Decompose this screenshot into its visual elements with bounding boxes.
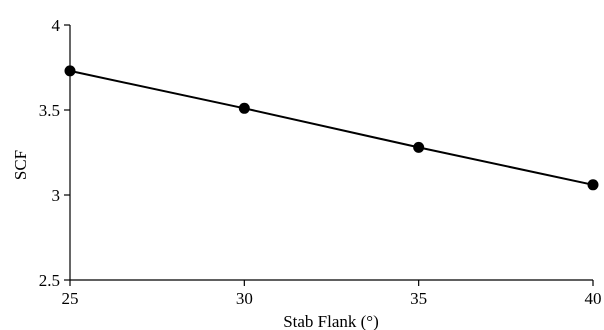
data-point <box>238 102 250 114</box>
x-tick-label: 40 <box>585 289 602 308</box>
series <box>64 65 599 191</box>
x-tick-label: 25 <box>62 289 79 308</box>
y-tick-label: 3 <box>52 186 61 205</box>
x-tick-label: 35 <box>410 289 427 308</box>
y-tick-label: 3.5 <box>39 101 60 120</box>
data-point <box>64 65 76 77</box>
data-point <box>413 141 425 153</box>
ticks: 2.5 3 3.5 4 25 30 35 40 <box>39 16 602 308</box>
y-axis-title: SCF <box>11 150 30 180</box>
y-tick-label: 4 <box>52 16 61 35</box>
axes <box>69 25 593 281</box>
x-axis-title: Stab Flank (°) <box>283 312 379 330</box>
x-tick-label: 30 <box>236 289 253 308</box>
series-line <box>69 69 594 186</box>
y-tick-label: 2.5 <box>39 271 60 290</box>
data-point <box>587 179 599 191</box>
